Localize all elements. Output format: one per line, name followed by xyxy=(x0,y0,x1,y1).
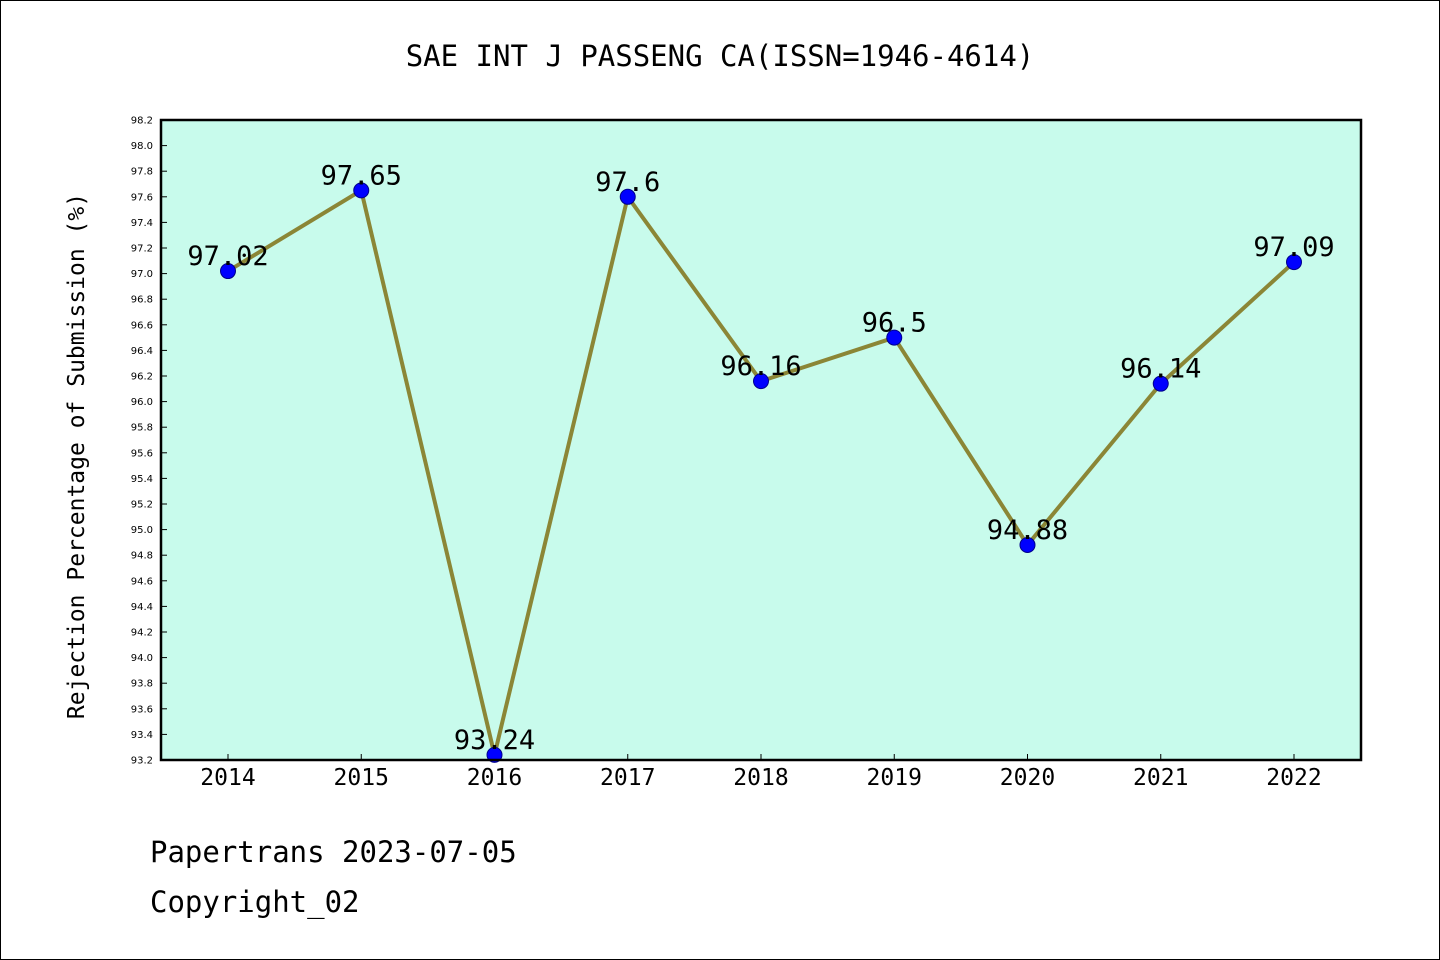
y-axis-label: Rejection Percentage of Submission (%) xyxy=(64,193,90,719)
y-tick-label: 96.6 xyxy=(131,320,153,331)
y-tick-label: 96.2 xyxy=(131,372,153,383)
y-tick-label: 93.6 xyxy=(131,704,153,715)
x-tick-label: 2014 xyxy=(200,765,255,791)
data-point-2018 xyxy=(753,373,769,390)
footer-date-text: Papertrans 2023-07-05 xyxy=(150,835,517,869)
y-tick-label: 95.8 xyxy=(131,423,153,434)
data-label-2020: 94.88 xyxy=(987,515,1068,546)
data-point-2019 xyxy=(886,329,903,346)
y-tick-label: 94.4 xyxy=(131,602,153,613)
data-label-2018: 96.16 xyxy=(720,351,801,382)
footer-copyright-text: Copyright_02 xyxy=(150,885,360,919)
y-tick-label: 95.2 xyxy=(131,500,153,511)
data-point-2014 xyxy=(220,263,236,280)
y-tick-label: 97.4 xyxy=(131,218,153,229)
data-labels: 97.02 97.65 93.24 97.6 96.16 96.5 94.88 96.14 97… xyxy=(187,160,1334,755)
y-axis-ticks: 93.2 93.4 93.6 93.8 94.0 94.2 94.4 94.6 94.8 95.0… xyxy=(131,116,167,767)
x-tick-label: 2018 xyxy=(733,765,788,791)
data-label-2016: 93.24 xyxy=(454,725,535,756)
x-tick-label: 2021 xyxy=(1133,765,1188,791)
y-tick-label: 98.0 xyxy=(131,141,153,152)
y-tick-label: 97.6 xyxy=(131,192,153,203)
x-axis-ticks: 2014 2015 2016 2017 2018 2019 2020 2021 2022 xyxy=(200,754,1322,791)
y-tick-label: 96.8 xyxy=(131,295,153,306)
data-point-2021 xyxy=(1152,375,1169,392)
x-tick-label: 2015 xyxy=(334,765,389,791)
plot-border xyxy=(159,118,1363,762)
y-tick-label: 93.2 xyxy=(131,756,153,767)
y-tick-label: 96.4 xyxy=(131,346,153,357)
data-label-2021: 96.14 xyxy=(1120,354,1201,385)
y-tick-label: 94.6 xyxy=(131,576,153,587)
data-point-2015 xyxy=(353,182,370,199)
x-tick-label: 2019 xyxy=(867,765,922,791)
data-point-2022 xyxy=(1286,254,1302,271)
data-point-2016 xyxy=(486,746,503,763)
data-label-2017: 97.6 xyxy=(595,167,660,198)
x-tick-label: 2020 xyxy=(1000,765,1055,791)
y-tick-label: 97.8 xyxy=(131,167,153,178)
y-tick-label: 94.2 xyxy=(131,628,153,639)
data-label-2022: 97.09 xyxy=(1253,232,1334,263)
data-label-2019: 96.5 xyxy=(862,308,927,339)
chart-title: SAE INT J PASSENG CA(ISSN=1946-4614) xyxy=(406,39,1035,73)
x-tick-label: 2016 xyxy=(467,765,522,791)
x-tick-label: 2022 xyxy=(1266,765,1321,791)
data-label-2014: 97.02 xyxy=(187,241,268,272)
x-tick-label: 2017 xyxy=(600,765,655,791)
y-tick-label: 95.4 xyxy=(131,474,153,485)
y-tick-label: 93.4 xyxy=(131,730,153,741)
y-tick-label: 98.2 xyxy=(131,116,153,127)
y-tick-label: 96.0 xyxy=(131,397,153,408)
data-points xyxy=(220,182,1302,763)
y-tick-label: 97.2 xyxy=(131,244,153,255)
y-tick-label: 95.6 xyxy=(131,448,153,459)
data-point-2017 xyxy=(619,188,636,205)
data-label-2015: 97.65 xyxy=(321,160,402,191)
y-tick-label: 94.8 xyxy=(131,551,153,562)
y-tick-label: 95.0 xyxy=(131,525,153,536)
y-tick-label: 94.0 xyxy=(131,653,153,664)
y-tick-label: 97.0 xyxy=(131,269,153,280)
plot-area xyxy=(161,120,1361,760)
data-point-2020 xyxy=(1019,536,1036,553)
y-tick-label: 93.8 xyxy=(131,679,153,690)
